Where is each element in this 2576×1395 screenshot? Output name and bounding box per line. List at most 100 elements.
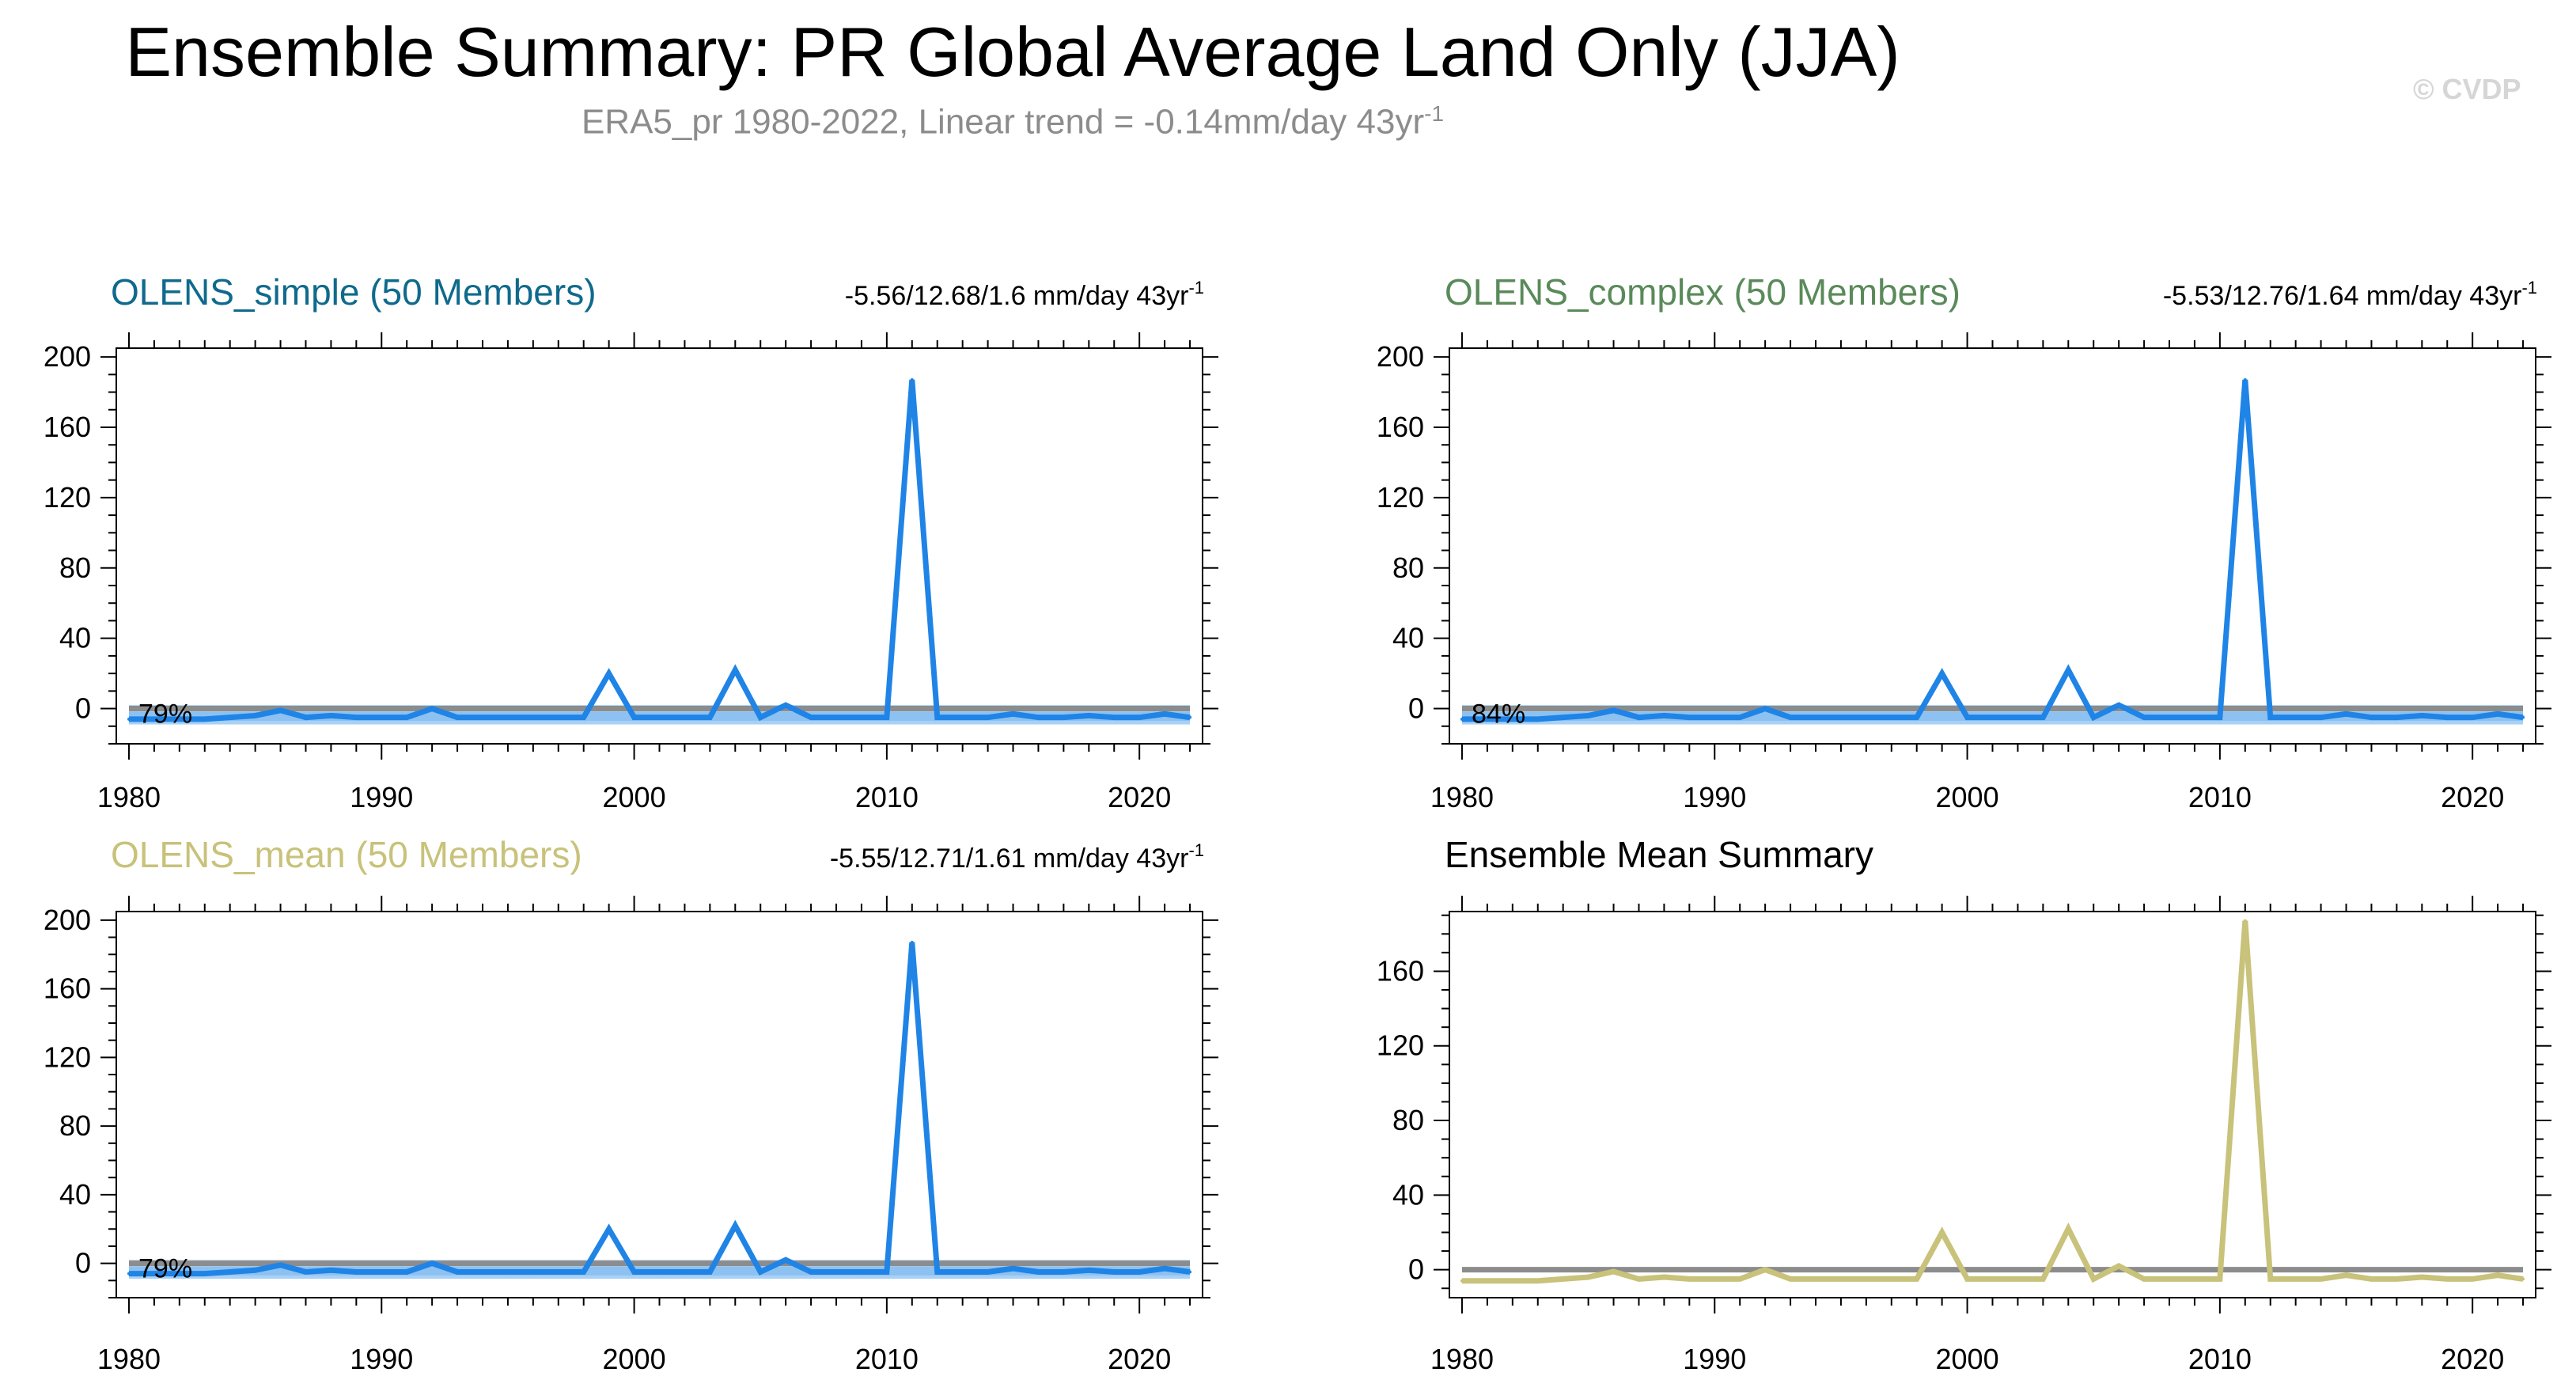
data-point — [2243, 919, 2247, 923]
data-point — [683, 715, 687, 719]
data-point — [1011, 1267, 1015, 1271]
data-point — [556, 1270, 560, 1274]
data-point — [607, 672, 611, 676]
panel-stat: -5.55/12.71/1.61 mm/day 43yr-1 — [830, 840, 1204, 874]
data-point — [506, 1270, 510, 1274]
y-tick-label: 160 — [1377, 954, 1424, 987]
panel-stat-superscript: -1 — [1188, 840, 1204, 860]
x-tick-label: 2010 — [2188, 781, 2252, 813]
data-point — [885, 1270, 888, 1274]
data-point — [228, 715, 232, 719]
data-point — [1662, 714, 1666, 718]
y-tick-label: 0 — [1408, 1253, 1424, 1286]
series-line — [1461, 379, 2524, 722]
x-tick-label: 1990 — [350, 1343, 413, 1375]
data-point — [1688, 715, 1691, 719]
data-point — [784, 703, 788, 707]
data-point — [380, 715, 384, 719]
data-point — [2142, 1277, 2146, 1281]
data-point — [304, 1270, 308, 1274]
data-point — [177, 1272, 181, 1276]
data-point — [2117, 1264, 2121, 1268]
data-point — [2471, 1277, 2475, 1281]
data-point — [2344, 712, 2348, 716]
x-tick-label: 1990 — [350, 781, 413, 813]
x-tick-label: 1990 — [1683, 1343, 1746, 1375]
data-point — [2168, 715, 2172, 719]
x-tick-label: 2000 — [1936, 781, 1999, 813]
data-point — [1738, 1277, 1742, 1281]
data-point — [506, 715, 510, 719]
data-point — [127, 1272, 131, 1276]
data-point — [1011, 712, 1015, 716]
data-point — [1813, 1277, 1817, 1281]
data-point — [733, 1223, 737, 1227]
data-point — [2218, 1277, 2222, 1281]
x-tick-label: 2020 — [2441, 781, 2504, 813]
data-point — [2496, 1273, 2500, 1277]
data-point — [1637, 715, 1641, 719]
data-point — [759, 715, 763, 719]
data-point — [2016, 715, 2020, 719]
data-point — [986, 1270, 990, 1274]
data-point — [960, 1270, 964, 1274]
data-point — [1991, 715, 1995, 719]
data-point — [1789, 715, 1793, 719]
data-point — [2521, 715, 2525, 719]
data-point — [1813, 715, 1817, 719]
data-point — [2471, 715, 2475, 719]
data-point — [531, 1270, 535, 1274]
data-point — [2243, 378, 2247, 381]
data-point — [2370, 715, 2373, 719]
data-point — [480, 715, 484, 719]
data-point — [1789, 1277, 1793, 1281]
x-tick-label: 2010 — [855, 781, 919, 813]
y-tick-label: 200 — [44, 904, 91, 936]
y-tick-label: 120 — [44, 481, 91, 514]
data-point — [556, 715, 560, 719]
data-point — [1087, 1268, 1091, 1272]
data-point — [203, 1272, 206, 1276]
data-point — [430, 1261, 434, 1265]
panel-title: Ensemble Mean Summary — [1445, 834, 1873, 875]
data-point — [1536, 717, 1540, 721]
data-point — [1612, 1269, 1616, 1273]
percent-label: 84% — [1472, 699, 1525, 730]
y-tick-label: 40 — [59, 1178, 91, 1211]
y-tick-label: 40 — [59, 622, 91, 654]
data-point — [960, 715, 964, 719]
data-point — [2319, 1277, 2323, 1281]
data-point — [1062, 1270, 1066, 1274]
data-point — [2218, 715, 2222, 719]
data-point — [1036, 1270, 1040, 1274]
data-point — [127, 717, 131, 721]
data-point — [329, 714, 333, 718]
page-subtitle: ERA5_pr 1980-2022, Linear trend = -0.14m… — [0, 103, 2025, 140]
data-point — [2092, 1277, 2096, 1281]
x-tick-label: 2000 — [1936, 1343, 1999, 1375]
data-point — [1087, 714, 1091, 718]
x-tick-label: 2000 — [603, 1343, 666, 1375]
data-point — [2496, 712, 2500, 716]
data-point — [2268, 1277, 2272, 1281]
data-point — [835, 1270, 839, 1274]
data-point — [1839, 715, 1843, 719]
x-tick-label: 2020 — [1108, 781, 1171, 813]
data-point — [2294, 715, 2298, 719]
data-point — [1864, 715, 1868, 719]
data-point — [1637, 1277, 1641, 1281]
data-point — [708, 1270, 712, 1274]
data-point — [885, 715, 888, 719]
data-point — [1763, 1268, 1767, 1272]
data-point — [759, 1270, 763, 1274]
data-point — [1485, 1279, 1489, 1283]
data-point — [2521, 1277, 2525, 1281]
panel-stat-value: -5.56/12.68/1.6 mm/day 43yr — [845, 281, 1189, 311]
data-point — [910, 941, 914, 945]
data-point — [1138, 1270, 1142, 1274]
data-point — [910, 378, 914, 381]
data-point — [581, 1270, 585, 1274]
percent-label: 79% — [138, 699, 192, 730]
data-point — [1839, 1277, 1843, 1281]
data-point — [2117, 703, 2121, 707]
